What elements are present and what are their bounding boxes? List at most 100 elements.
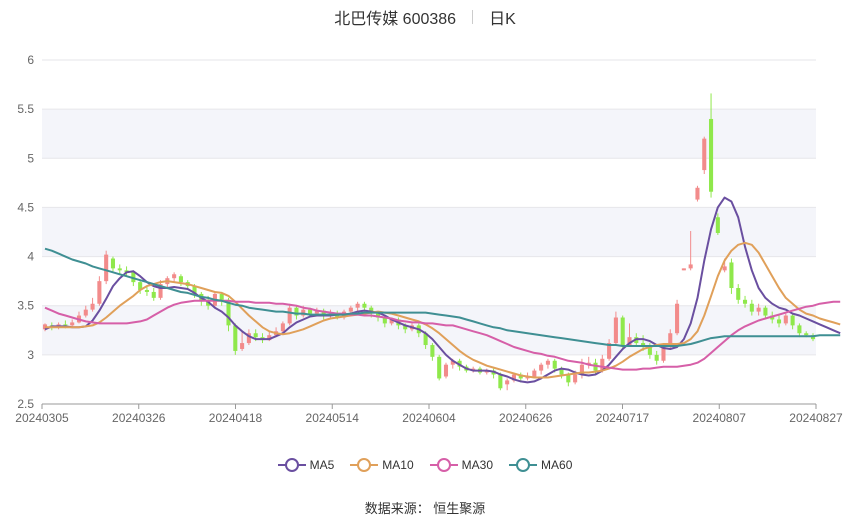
x-tick-label: 20240626 (499, 411, 553, 425)
x-axis: 20240305 20240326 20240418 20240514 20240604… (15, 403, 843, 425)
series-line-ma10 (45, 241, 841, 379)
legend-label: MA10 (382, 458, 414, 472)
candle (654, 350, 659, 365)
candle-body (450, 360, 455, 365)
candle (491, 368, 496, 379)
grid-lines (42, 59, 816, 405)
legend-marker (509, 458, 538, 472)
candle (240, 331, 245, 351)
candle-body (539, 364, 544, 371)
candle (104, 250, 109, 285)
candle-body (83, 309, 88, 316)
candle-body (756, 307, 761, 312)
candle-body (702, 138, 707, 171)
candle-body (654, 354, 659, 361)
candle (797, 323, 802, 338)
candle-body (600, 358, 605, 371)
candle-body (511, 374, 516, 381)
candle-body (749, 303, 754, 312)
candle (505, 378, 510, 391)
candle (681, 268, 686, 271)
candle (607, 339, 612, 361)
candle (756, 303, 761, 316)
candle (158, 280, 163, 300)
x-tick-label: 20240418 (209, 411, 263, 425)
candle (287, 303, 292, 326)
legend-item-ma10[interactable]: MA10 (350, 458, 414, 472)
candle-body (620, 317, 625, 346)
candle-body (579, 364, 584, 375)
candle-body (233, 325, 238, 351)
series-line-ma5 (44, 196, 841, 384)
legend-label: MA60 (541, 458, 573, 472)
candle (742, 295, 748, 308)
legend-item-ma60[interactable]: MA60 (509, 458, 572, 472)
candle (790, 313, 795, 330)
legend-item-ma30[interactable]: MA30 (429, 458, 493, 472)
title-separator (472, 10, 474, 24)
candle-body (790, 315, 795, 326)
candle (620, 315, 625, 349)
candle-body (151, 291, 156, 298)
candle (97, 276, 102, 306)
candle (749, 299, 754, 316)
legend-circle (357, 458, 372, 472)
candle (763, 305, 768, 320)
candle-body (423, 333, 428, 346)
candle (430, 343, 435, 361)
candle-body (742, 299, 748, 304)
candle-body (566, 374, 571, 383)
y-tick-label: 5 (27, 151, 34, 165)
y-tick-label: 2.5 (17, 397, 34, 411)
candle-body (389, 319, 394, 324)
candle-body (647, 346, 652, 355)
candle (144, 286, 149, 296)
candle-body (110, 258, 116, 269)
legend-circle (516, 458, 531, 472)
candle-body (206, 300, 211, 306)
candle-body (172, 274, 177, 279)
candle-body (226, 299, 231, 326)
candle-body (804, 333, 809, 336)
candle-body (783, 315, 788, 324)
x-tick-label: 20240807 (693, 411, 747, 425)
candle (715, 213, 720, 235)
candle-body (158, 284, 163, 298)
y-tick-label: 5.5 (17, 102, 34, 116)
data-source: 数据来源： 恒生聚源 (364, 501, 486, 516)
chart-title: 北巴传媒 600386 日K (0, 6, 850, 28)
legend-item-ma5[interactable]: MA5 (277, 458, 335, 472)
candle-body (776, 319, 782, 324)
y-tick-label: 6 (27, 53, 34, 67)
x-tick-label: 20240827 (789, 411, 843, 425)
candle-body (545, 360, 550, 365)
candle (70, 319, 75, 328)
candle-body (280, 323, 285, 332)
candle (233, 323, 238, 355)
candle-body (675, 303, 680, 334)
candle-body (607, 343, 612, 359)
candle-body (736, 288, 741, 300)
candle-body (314, 310, 319, 314)
candle (110, 256, 116, 272)
candle-body (117, 268, 122, 271)
candle (117, 264, 122, 275)
candle-body (362, 303, 367, 308)
candle-body (63, 324, 68, 326)
candle (219, 291, 224, 306)
candle-body (144, 289, 149, 292)
candle-body (246, 333, 251, 344)
x-tick-label: 20240717 (596, 411, 650, 425)
candle (709, 93, 714, 198)
candle (586, 356, 591, 369)
series-line-ma30 (44, 299, 841, 371)
candle-body (552, 360, 557, 369)
legend-label: MA5 (309, 458, 335, 472)
candle-body (668, 333, 673, 347)
candle (138, 280, 143, 294)
candle-body (722, 266, 727, 271)
candle-body (695, 187, 700, 200)
candle-body (301, 309, 306, 316)
y-axis: 6 5.5 5 4.5 4 3.5 3 2.5 (17, 53, 34, 411)
